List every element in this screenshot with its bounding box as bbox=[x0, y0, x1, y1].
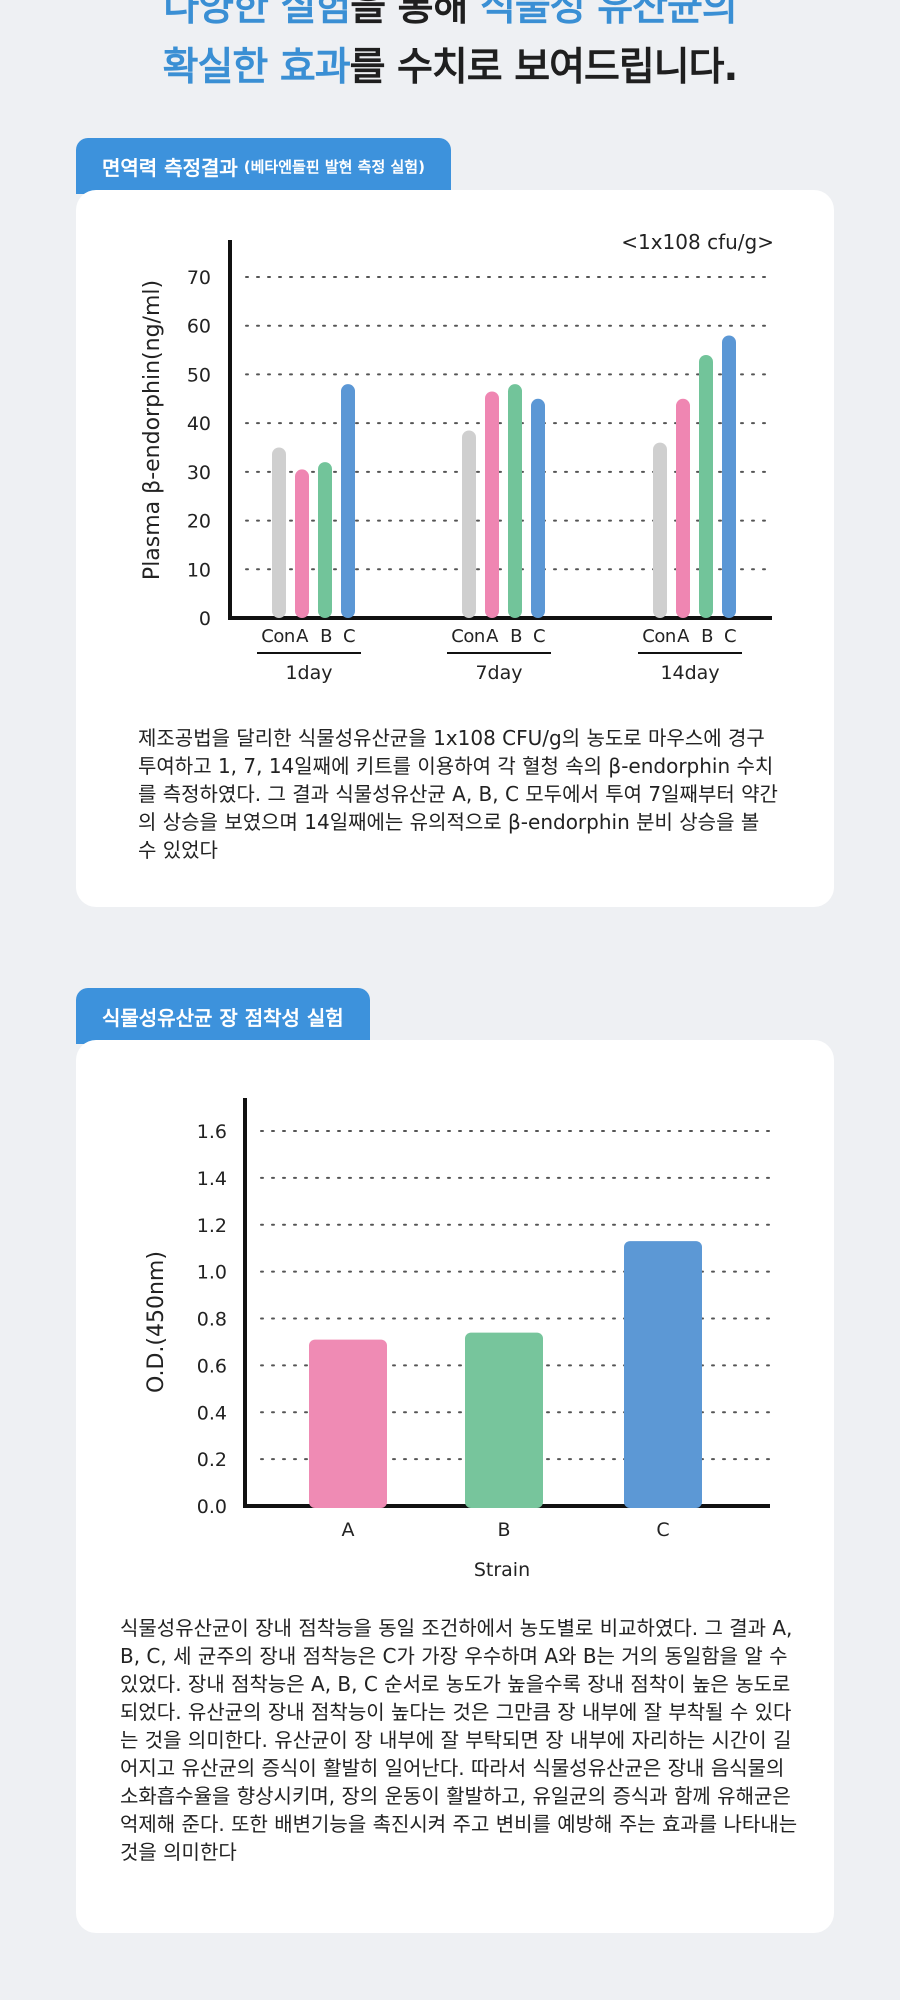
bar-14day-C bbox=[722, 335, 736, 618]
x-tick-label: C bbox=[533, 626, 545, 647]
x-tick-label: C bbox=[724, 626, 736, 647]
group-label: 1day bbox=[285, 662, 332, 684]
section1-tab: 면역력 측정결과 (베타엔돌핀 발현 측정 실험) bbox=[76, 138, 451, 194]
y-tick-label: 1.6 bbox=[197, 1121, 227, 1143]
headline-line-1-segment: 을 통해 bbox=[350, 0, 481, 30]
y-tick-label: 70 bbox=[187, 267, 211, 289]
y-axis-label: Plasma β-endorphin(ng/ml) bbox=[140, 280, 165, 580]
section2-tab-title: 식물성유산균 장 점착성 실험 bbox=[102, 1005, 344, 1030]
y-tick-label: 1.2 bbox=[197, 1215, 227, 1237]
headline-line-1: 다양한 실험을 통해 식물성 유산균의 bbox=[0, 0, 900, 32]
group-label: 7day bbox=[475, 662, 522, 684]
y-tick-label: 0.4 bbox=[197, 1402, 227, 1424]
x-tick-label: B bbox=[497, 1519, 510, 1541]
x-tick-label: A bbox=[677, 626, 690, 647]
x-axis-label: Strain bbox=[474, 1559, 530, 1581]
headline-line-2: 확실한 효과를 수치로 보여드립니다. bbox=[0, 36, 900, 92]
section2-tab: 식물성유산균 장 점착성 실험 bbox=[76, 988, 370, 1044]
x-tick-label: C bbox=[343, 626, 355, 647]
section2-card bbox=[76, 1040, 834, 1933]
headline-line-1-segment: 식물성 유산균의 bbox=[480, 0, 738, 30]
section1-description: 제조공법을 달리한 식물성유산균을 1x108 CFU/g의 농도로 마우스에 … bbox=[138, 726, 778, 862]
bar-7day-Con bbox=[462, 430, 476, 618]
x-tick-label: A bbox=[342, 1519, 355, 1541]
bar-1day-Con bbox=[272, 447, 286, 618]
bar-1day-B bbox=[318, 462, 332, 618]
section1-tab-title: 면역력 측정결과 bbox=[102, 155, 238, 180]
y-tick-label: 60 bbox=[187, 316, 211, 338]
adhesion-chart: 0.0 0.2 0.4 0.6 0.8 1.0 1.2 1.4 1.6 O.D.(450nm) St… bbox=[144, 1098, 771, 1581]
headline-line-2-segment: 를 수치로 보여드립니다. bbox=[349, 45, 739, 90]
headline-line-1-segment: 다양한 실험 bbox=[163, 0, 351, 30]
x-tick-label: C bbox=[656, 1519, 669, 1541]
y-tick-label: 0.6 bbox=[197, 1355, 227, 1377]
headline-line-2-segment: 확실한 효과 bbox=[162, 45, 351, 90]
x-tick-label: A bbox=[296, 626, 309, 647]
bar-14day-B bbox=[699, 354, 713, 618]
y-axis-label: O.D.(450nm) bbox=[144, 1251, 169, 1393]
bar-A bbox=[309, 1339, 387, 1508]
y-tick-label: 30 bbox=[187, 462, 211, 484]
y-tick-label: 20 bbox=[187, 511, 211, 533]
y-tick-label: 0.0 bbox=[197, 1496, 227, 1518]
bar-1day-A bbox=[295, 469, 309, 618]
bar-B bbox=[465, 1332, 543, 1508]
section1-tab-subtitle: (베타엔돌핀 발현 측정 실험) bbox=[243, 157, 425, 176]
chart-annotation: <1x108 cfu/g> bbox=[621, 230, 774, 254]
x-tick-label: Con bbox=[261, 626, 295, 647]
x-tick-label: B bbox=[701, 626, 713, 647]
y-tick-label: 0 bbox=[199, 608, 211, 630]
y-tick-label: 1.0 bbox=[197, 1262, 227, 1284]
bar-7day-A bbox=[485, 391, 499, 618]
endorphin-chart: 0 10 20 30 40 50 60 70 Plasma β-endorphin(ng/ml)… bbox=[140, 230, 774, 684]
bar-C bbox=[624, 1241, 702, 1508]
y-tick-label: 0.8 bbox=[197, 1309, 227, 1331]
bar-7day-C bbox=[531, 398, 545, 618]
x-tick-label: Con bbox=[451, 626, 485, 647]
y-tick-label: 10 bbox=[187, 559, 211, 581]
x-tick-label: B bbox=[320, 626, 332, 647]
y-tick-label: 0.2 bbox=[197, 1449, 227, 1471]
group-label: 14day bbox=[660, 662, 719, 684]
x-tick-label: B bbox=[510, 626, 522, 647]
y-tick-label: 50 bbox=[187, 364, 211, 386]
x-tick-label: Con bbox=[642, 626, 676, 647]
bar-14day-A bbox=[676, 398, 690, 618]
x-tick-label: A bbox=[486, 626, 499, 647]
bar-7day-B bbox=[508, 384, 522, 618]
section2-description: 식물성유산균이 장내 점착능을 동일 조건하에서 농도별로 비교하였다. 그 결… bbox=[120, 1616, 798, 1864]
bar-1day-C bbox=[341, 384, 355, 618]
y-tick-label: 40 bbox=[187, 413, 211, 435]
y-tick-label: 1.4 bbox=[197, 1168, 227, 1190]
bar-14day-Con bbox=[653, 442, 667, 618]
